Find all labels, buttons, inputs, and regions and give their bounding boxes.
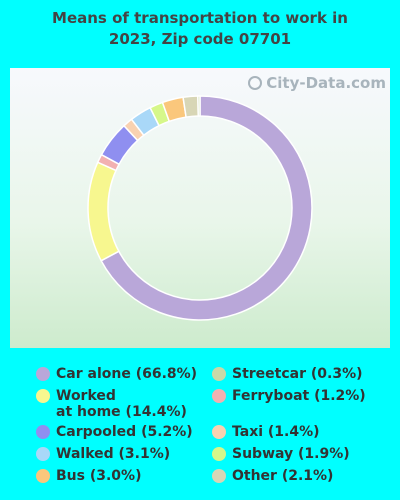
slice-car-alone (100, 95, 313, 321)
legend-swatch (212, 367, 226, 381)
legend-swatch (212, 425, 226, 439)
legend-item-ferryboat: Ferryboat (1.2%) (212, 388, 366, 404)
legend-label: Other (2.1%) (232, 468, 334, 484)
legend-item-streetcar: Streetcar (0.3%) (212, 366, 363, 382)
legend-item-bus: Bus (3.0%) (36, 468, 141, 484)
legend-label: Bus (3.0%) (56, 468, 142, 484)
legend-label: Ferryboat (1.2%) (232, 388, 366, 404)
legend-swatch (36, 367, 50, 381)
slice-worked-at-home (87, 161, 120, 262)
legend-label: Car alone (66.8%) (56, 366, 198, 382)
chart-title-line-1: Means of transportation to work in (52, 9, 348, 27)
legend-swatch (36, 469, 50, 483)
legend-item-car-alone: Car alone (66.8%) (36, 366, 197, 382)
legend-label: Carpooled (5.2%) (56, 424, 193, 440)
legend-label: Worked at home (14.4%) (56, 388, 187, 420)
watermark: City-Data.com (248, 74, 386, 92)
chart-title: Means of transportation to work in 2023,… (0, 8, 400, 50)
legend-swatch (36, 425, 50, 439)
legend-item-walked: Walked (3.1%) (36, 446, 170, 462)
legend-swatch (212, 469, 226, 483)
legend: Car alone (66.8%) Worked at home (14.4%) C… (0, 366, 400, 496)
slice-other (182, 95, 200, 118)
legend-swatch (36, 389, 50, 403)
legend-item-carpooled: Carpooled (5.2%) (36, 424, 193, 440)
legend-item-subway: Subway (1.9%) (212, 446, 350, 462)
legend-swatch (212, 447, 226, 461)
legend-label: Subway (1.9%) (232, 446, 350, 462)
legend-swatch (36, 447, 50, 461)
legend-swatch (212, 389, 226, 403)
legend-label: Walked (3.1%) (56, 446, 171, 462)
slice-streetcar (197, 95, 201, 117)
chart-title-line-2: 2023, Zip code 07701 (108, 30, 292, 48)
magnifier-icon (248, 76, 263, 90)
legend-label: Streetcar (0.3%) (232, 366, 363, 382)
legend-item-other: Other (2.1%) (212, 468, 333, 484)
legend-label: Taxi (1.4%) (232, 424, 320, 440)
legend-item-worked-at-home: Worked at home (14.4%) (36, 388, 187, 420)
legend-item-taxi: Taxi (1.4%) (212, 424, 320, 440)
watermark-text: City-Data.com (266, 74, 386, 92)
